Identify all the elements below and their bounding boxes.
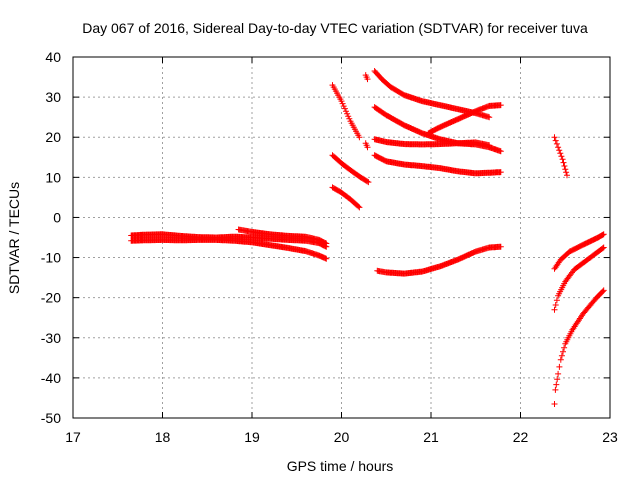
x-tick-label: 19 [244, 429, 260, 445]
plus-markers [362, 72, 371, 83]
series-arc-11 [371, 136, 493, 149]
y-tick-label: 20 [45, 129, 61, 145]
series-arc-7 [362, 72, 371, 83]
x-tick-label: 23 [602, 429, 618, 445]
x-tick-label: 18 [155, 429, 171, 445]
plus-markers [329, 184, 363, 211]
plus-markers [329, 152, 372, 186]
series-arc-17 [551, 244, 607, 313]
series-arc-4 [329, 82, 363, 141]
series-arc-16 [551, 231, 607, 272]
series-arc-2 [128, 236, 330, 262]
x-tick-label: 17 [65, 429, 81, 445]
chart-title: Day 067 of 2016, Sidereal Day-to-day VTE… [82, 20, 588, 36]
x-tick-label: 21 [423, 429, 439, 445]
plus-markers [551, 287, 607, 407]
series-arc-3 [235, 226, 330, 247]
plus-markers [128, 236, 330, 262]
series-arc-6 [329, 184, 363, 211]
plus-markers [329, 82, 363, 141]
series-arc-15 [551, 134, 570, 179]
y-tick-label: 0 [53, 209, 61, 225]
y-tick-label: -10 [41, 250, 61, 266]
y-axis-label: SDTVAR / TECUs [6, 182, 22, 294]
series-arc-5 [329, 152, 372, 186]
y-tick-label: -30 [41, 330, 61, 346]
series-arc-8 [362, 140, 371, 151]
y-tick-label: -50 [41, 410, 61, 426]
plus-markers [371, 152, 504, 177]
series-arc-12 [371, 152, 504, 177]
plus-markers [551, 134, 570, 179]
series-arc-13 [425, 102, 504, 137]
y-tick-label: -20 [41, 290, 61, 306]
x-axis-label: GPS time / hours [287, 458, 394, 474]
plus-markers [551, 231, 607, 272]
plus-markers [371, 136, 493, 149]
tick-labels: 17 18 19 20 21 22 23 40 30 20 10 0 -10 -20 -30 -40 -50 [41, 49, 618, 445]
plus-markers [551, 244, 607, 313]
y-tick-label: -40 [41, 370, 61, 386]
series-arc-14 [374, 243, 504, 277]
data-points [128, 68, 607, 407]
x-tick-label: 20 [334, 429, 350, 445]
axis-ticks [72, 56, 611, 419]
y-tick-label: 30 [45, 89, 61, 105]
plus-markers [374, 243, 504, 277]
x-tick-label: 22 [513, 429, 529, 445]
y-tick-label: 10 [45, 169, 61, 185]
plus-markers [362, 140, 371, 151]
y-tick-label: 40 [45, 49, 61, 65]
plus-markers [235, 226, 330, 247]
plus-markers [425, 102, 504, 137]
series-arc-18 [551, 287, 607, 407]
